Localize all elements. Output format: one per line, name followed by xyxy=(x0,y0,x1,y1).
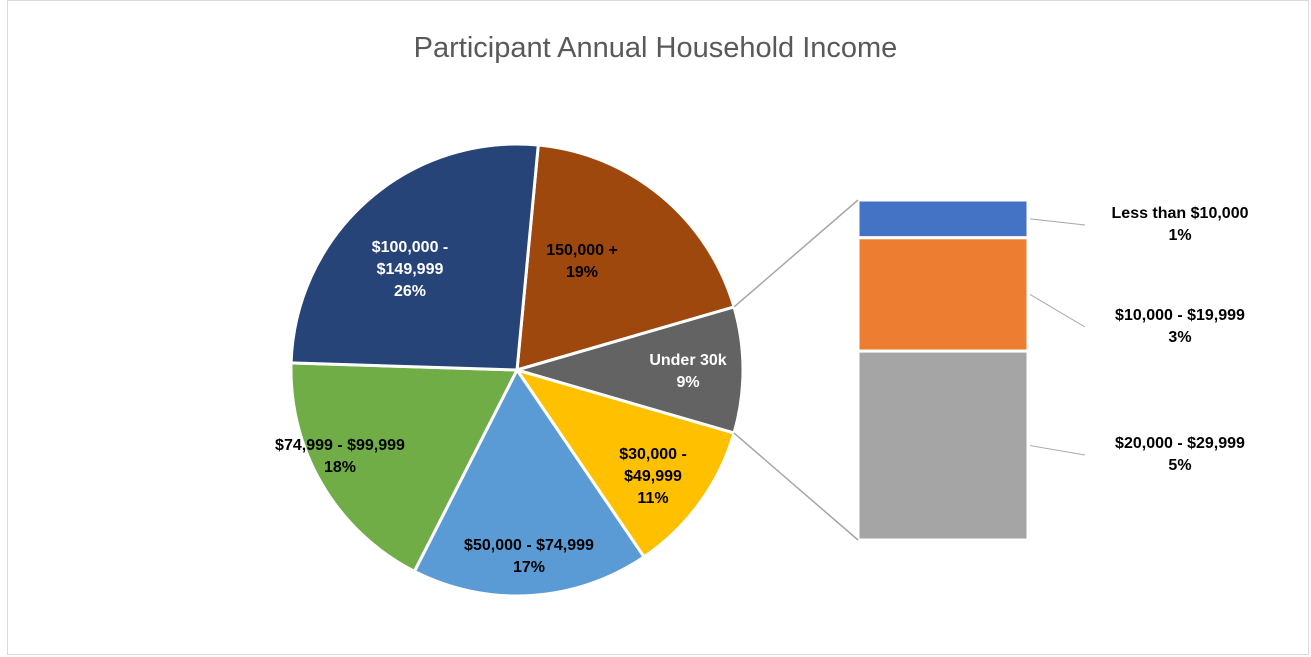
value-label: 26% xyxy=(393,283,427,300)
data-label: Less than $10,000 1% xyxy=(1112,203,1249,247)
category-label: $10,000 - $19,999 xyxy=(1115,307,1245,324)
data-label: $74,999 - $99,999 18% xyxy=(275,435,405,479)
bar-segment xyxy=(856,236,1030,353)
data-label: $20,000 - $29,999 5% xyxy=(1115,433,1245,477)
value-label: 1% xyxy=(1168,227,1192,244)
value-label: 17% xyxy=(512,559,546,576)
leader-line xyxy=(1029,294,1086,328)
value-label: 5% xyxy=(1168,457,1192,474)
pie-slice xyxy=(513,367,736,560)
data-label: $50,000 - $74,999 17% xyxy=(464,535,594,579)
pie-slice xyxy=(515,143,736,373)
pie-slice xyxy=(511,305,745,435)
data-label: $100,000 - $149,999 26% xyxy=(348,237,473,303)
category-label: $50,000 - $74,999 xyxy=(464,537,594,554)
category-label: $30,000 - $49,999 xyxy=(619,446,687,485)
pie-slice xyxy=(289,142,540,372)
value-label: 3% xyxy=(1168,329,1192,346)
leader-line xyxy=(1029,218,1086,226)
category-label: $100,000 - $149,999 xyxy=(371,239,449,278)
data-label: $30,000 - $49,999 11% xyxy=(598,444,708,510)
connector-line xyxy=(733,199,859,308)
bar-segment xyxy=(856,198,1030,240)
data-label: $10,000 - $19,999 3% xyxy=(1115,305,1245,349)
data-label: 150,000 + 19% xyxy=(546,240,618,284)
value-label: 11% xyxy=(637,490,669,507)
value-label: 18% xyxy=(323,459,357,476)
connector-line xyxy=(733,432,859,541)
chart-frame xyxy=(7,0,1309,655)
leader-line xyxy=(1029,445,1086,456)
category-label: $74,999 - $99,999 xyxy=(275,437,405,454)
value-label: 19% xyxy=(565,264,599,281)
data-label: Under 30k 9% xyxy=(649,350,726,394)
chart-title: Participant Annual Household Income xyxy=(413,32,898,64)
pie-slice xyxy=(412,367,647,598)
pie-slice xyxy=(289,361,520,574)
category-label: Under 30k xyxy=(649,352,727,369)
value-label: 9% xyxy=(676,374,700,391)
category-label: 150,000 + xyxy=(546,242,618,259)
category-label: Less than $10,000 xyxy=(1111,205,1249,222)
category-label: $20,000 - $29,999 xyxy=(1115,435,1245,452)
bar-segment xyxy=(856,349,1030,542)
